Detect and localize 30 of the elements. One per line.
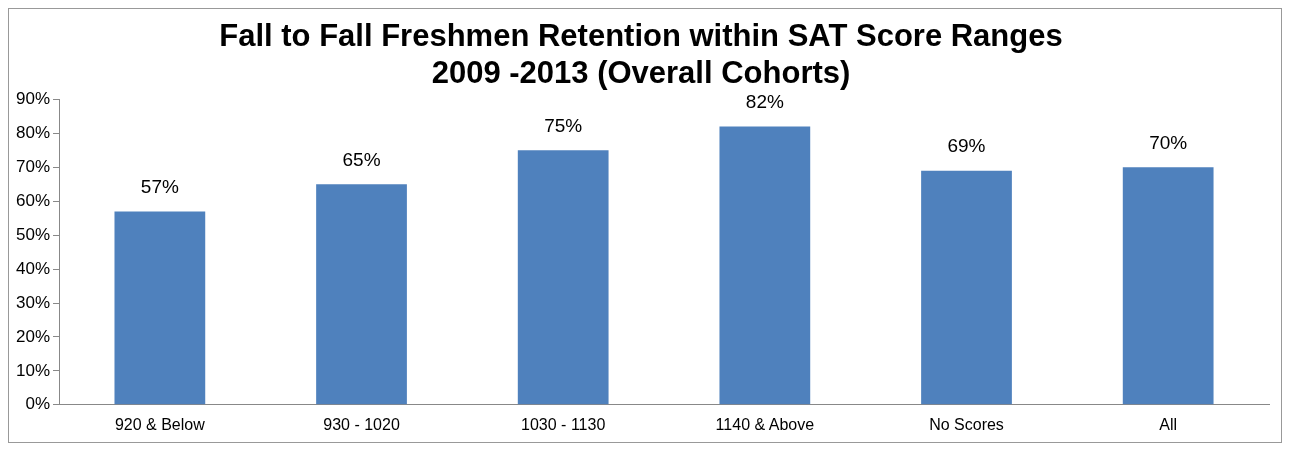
data-label: 82% bbox=[745, 91, 784, 113]
x-tick-label: All bbox=[1159, 415, 1178, 433]
data-label: 57% bbox=[140, 176, 179, 198]
y-tick-label: 20% bbox=[15, 326, 51, 346]
bar bbox=[719, 126, 811, 405]
y-tick-label: 30% bbox=[15, 292, 51, 312]
bar bbox=[316, 184, 407, 405]
y-tick-label: 50% bbox=[15, 224, 51, 244]
y-tick-label: 40% bbox=[15, 258, 51, 278]
data-label: 70% bbox=[1149, 132, 1188, 153]
y-tick-label: 60% bbox=[15, 190, 51, 210]
x-tick-label: No Scores bbox=[929, 415, 1004, 433]
x-tick-label: 930 - 1020 bbox=[323, 415, 400, 433]
bar bbox=[517, 150, 609, 405]
x-tick-label: 1140 & Above bbox=[715, 415, 815, 433]
data-label: 75% bbox=[544, 115, 583, 137]
y-tick-label: 0% bbox=[25, 394, 51, 414]
bar bbox=[1122, 167, 1214, 405]
x-tick-label: 920 & Below bbox=[114, 415, 206, 433]
x-tick-label: 1030 - 1130 bbox=[521, 415, 606, 433]
y-tick-label: 10% bbox=[15, 360, 51, 380]
y-tick-label: 70% bbox=[15, 156, 51, 176]
y-tick-label: 90% bbox=[15, 89, 51, 109]
bar bbox=[921, 170, 1012, 405]
bar bbox=[114, 211, 206, 405]
text: Fall to Fall Freshmen Retention within SAT Score Ranges bbox=[219, 18, 1063, 54]
data-label: 65% bbox=[342, 148, 381, 170]
y-tick-label: 80% bbox=[15, 123, 51, 143]
data-label: 69% bbox=[947, 135, 986, 157]
text: 2009 -2013 (Overall Cohorts) bbox=[431, 55, 851, 91]
